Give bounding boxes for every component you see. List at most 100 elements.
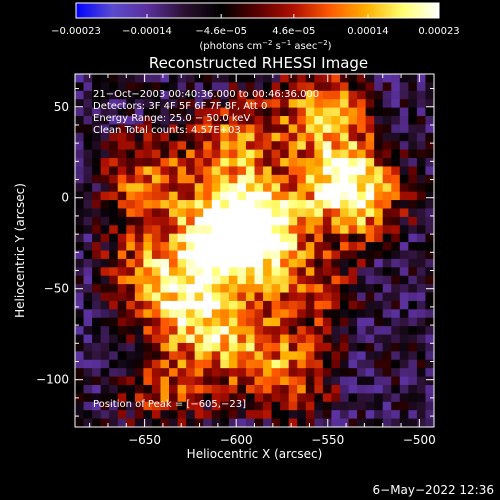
heatmap-cell bbox=[322, 267, 333, 277]
heatmap-cell bbox=[382, 401, 392, 411]
heatmap-cell bbox=[203, 284, 213, 294]
heatmap-cell bbox=[297, 149, 307, 159]
heatmap-cell bbox=[382, 292, 392, 302]
heatmap-cell bbox=[194, 166, 204, 176]
heatmap-cell bbox=[331, 250, 341, 260]
heatmap-cell bbox=[220, 174, 230, 184]
heatmap-cell bbox=[271, 233, 281, 243]
heatmap-cell bbox=[254, 393, 264, 403]
heatmap-cell bbox=[75, 351, 85, 361]
heatmap-cell bbox=[297, 317, 307, 327]
heatmap-cell bbox=[408, 275, 418, 285]
heatmap-cell bbox=[211, 183, 221, 193]
heatmap-cell bbox=[92, 208, 102, 218]
heatmap-cell bbox=[374, 242, 384, 252]
heatmap-cell bbox=[391, 141, 401, 151]
heatmap-cell bbox=[186, 300, 196, 310]
heatmap-cell bbox=[271, 359, 281, 369]
heatmap-cell bbox=[416, 326, 427, 336]
heatmap-cell bbox=[245, 90, 256, 100]
heatmap-cell bbox=[357, 166, 367, 176]
heatmap-cell bbox=[365, 359, 375, 369]
heatmap-cell bbox=[339, 309, 350, 319]
heatmap-cell bbox=[305, 225, 315, 235]
heatmap-cell bbox=[194, 250, 204, 260]
heatmap-cell bbox=[357, 351, 367, 361]
heatmap-cell bbox=[374, 393, 384, 403]
heatmap-cell bbox=[322, 275, 333, 285]
heatmap-cell bbox=[194, 284, 204, 294]
heatmap-cell bbox=[237, 132, 247, 142]
heatmap-cell bbox=[339, 418, 350, 427]
x-tick-label: −500 bbox=[403, 433, 436, 447]
heatmap-cell bbox=[297, 267, 307, 277]
heatmap-cell bbox=[169, 267, 179, 277]
heatmap-cell bbox=[126, 376, 136, 386]
heatmap-cell bbox=[374, 250, 384, 260]
heatmap-cell bbox=[203, 74, 213, 84]
heatmap-cell bbox=[237, 242, 247, 252]
heatmap-cell bbox=[228, 418, 239, 427]
heatmap-cell bbox=[263, 124, 273, 134]
heatmap-cell bbox=[92, 132, 102, 142]
heatmap-cell bbox=[186, 132, 196, 142]
heatmap-cell bbox=[186, 401, 196, 411]
heatmap-cell bbox=[126, 166, 136, 176]
heatmap-cell bbox=[357, 334, 367, 344]
heatmap-cell bbox=[160, 166, 170, 176]
heatmap-cell bbox=[314, 284, 324, 294]
heatmap-cell bbox=[203, 183, 213, 193]
heatmap-cell bbox=[391, 90, 401, 100]
heatmap-cell bbox=[186, 326, 196, 336]
heatmap-cell bbox=[408, 267, 418, 277]
heatmap-cell bbox=[143, 149, 153, 159]
heatmap-cell bbox=[297, 334, 307, 344]
heatmap-cell bbox=[288, 250, 298, 260]
heatmap-cell bbox=[75, 74, 85, 84]
heatmap-cell bbox=[151, 393, 162, 403]
heatmap-cell bbox=[237, 376, 247, 386]
heatmap-cell bbox=[75, 326, 85, 336]
heatmap-cell bbox=[391, 275, 401, 285]
heatmap-cell bbox=[425, 275, 434, 285]
heatmap-cell bbox=[117, 334, 127, 344]
heatmap-cell bbox=[263, 267, 273, 277]
heatmap-cell bbox=[348, 132, 358, 142]
heatmap-cell bbox=[160, 275, 170, 285]
heatmap-cell bbox=[169, 191, 179, 201]
heatmap-cell bbox=[100, 132, 110, 142]
heatmap-cell bbox=[408, 208, 418, 218]
heatmap-cell bbox=[186, 334, 196, 344]
heatmap-cell bbox=[365, 334, 375, 344]
heatmap-cell bbox=[305, 267, 315, 277]
y-tick-label: −100 bbox=[36, 373, 69, 387]
heatmap-cell bbox=[348, 250, 358, 260]
heatmap-cell bbox=[416, 74, 427, 84]
heatmap-cell bbox=[228, 99, 239, 109]
heatmap-cell bbox=[331, 74, 341, 84]
heatmap-cell bbox=[263, 183, 273, 193]
heatmap-cell bbox=[408, 334, 418, 344]
heatmap-cell bbox=[186, 309, 196, 319]
heatmap-cell bbox=[134, 183, 144, 193]
heatmap-cell bbox=[314, 300, 324, 310]
heatmap-cell bbox=[169, 342, 179, 352]
heatmap-cell bbox=[245, 342, 256, 352]
heatmap-cell bbox=[245, 124, 256, 134]
heatmap-cell bbox=[314, 99, 324, 109]
heatmap-cell bbox=[339, 292, 350, 302]
heatmap-cell bbox=[382, 384, 392, 394]
heatmap-cell bbox=[211, 225, 221, 235]
heatmap-cell bbox=[228, 233, 239, 243]
heatmap-cell bbox=[339, 275, 350, 285]
heatmap-cell bbox=[160, 124, 170, 134]
heatmap-cell bbox=[314, 258, 324, 268]
heatmap-cell bbox=[211, 149, 221, 159]
heatmap-cell bbox=[305, 317, 315, 327]
heatmap-cell bbox=[314, 116, 324, 126]
heatmap-cell bbox=[391, 233, 401, 243]
heatmap-cell bbox=[245, 141, 256, 151]
heatmap-cell bbox=[100, 191, 110, 201]
heatmap-cell bbox=[271, 376, 281, 386]
heatmap-cell bbox=[314, 132, 324, 142]
